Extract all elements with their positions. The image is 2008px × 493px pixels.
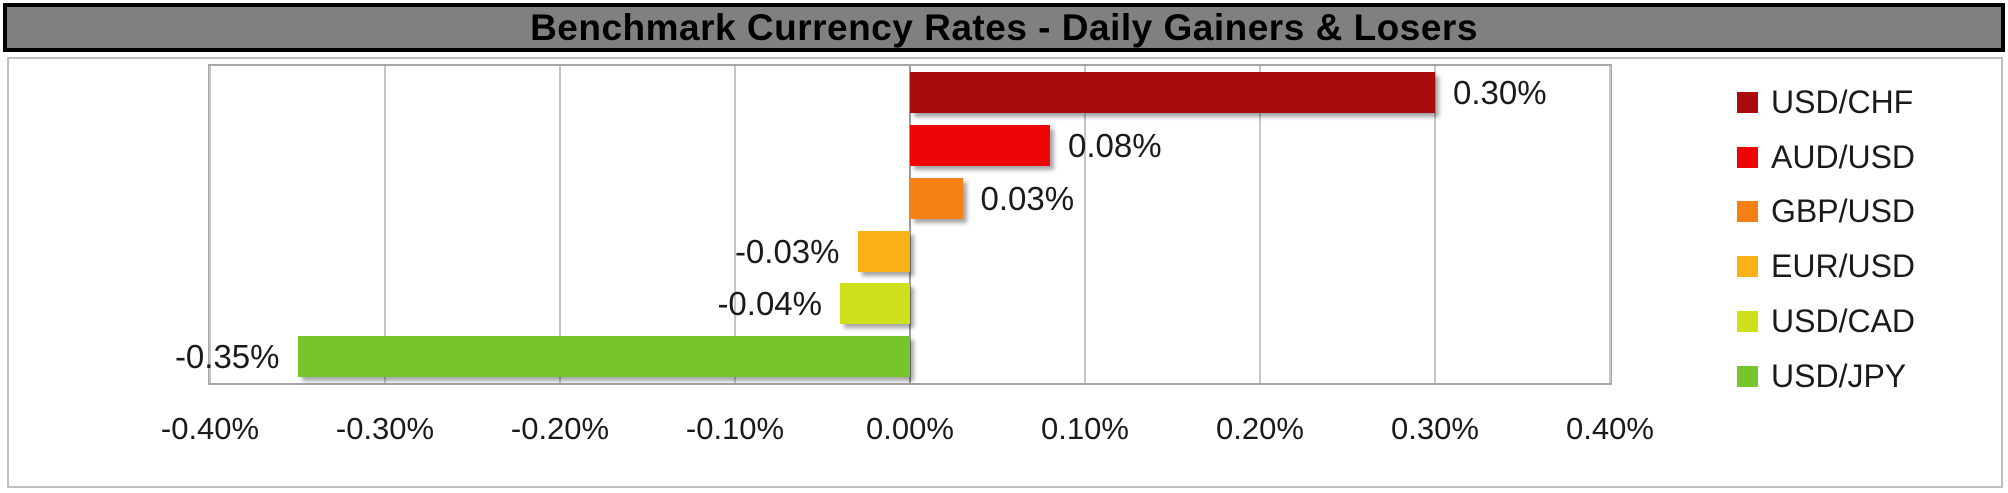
legend-item-eur-usd: EUR/USD xyxy=(1737,239,1915,294)
x-tick-label: -0.20% xyxy=(510,411,610,446)
legend-item-usd-jpy: USD/JPY xyxy=(1737,349,1915,404)
legend-item-usd-chf: USD/CHF xyxy=(1737,75,1915,130)
gridline xyxy=(1259,66,1261,383)
bar-value-label: 0.30% xyxy=(1453,74,1547,111)
bar-value-label: -0.03% xyxy=(734,232,840,270)
bar-usd-jpy xyxy=(297,336,910,378)
legend-label: GBP/USD xyxy=(1771,193,1916,230)
chart-title-bar: Benchmark Currency Rates - Daily Gainers… xyxy=(3,3,2005,52)
gridline xyxy=(1434,66,1436,383)
gridline xyxy=(384,66,386,383)
bar-usd-cad xyxy=(840,283,910,325)
gridline xyxy=(209,66,211,383)
legend-label: USD/CHF xyxy=(1771,83,1914,120)
bar-value-label: 0.08% xyxy=(1068,126,1162,164)
legend-item-usd-cad: USD/CAD xyxy=(1737,294,1915,349)
legend: USD/CHF AUD/USD GBP/USD EUR/USD USD/CAD USD/J… xyxy=(1737,75,1915,404)
bar-aud-usd xyxy=(910,124,1050,166)
legend-item-gbp-usd: GBP/USD xyxy=(1737,185,1915,240)
legend-swatch-icon xyxy=(1737,256,1758,278)
gridline xyxy=(1609,66,1611,383)
x-tick-label: -0.40% xyxy=(160,411,260,446)
bar-usd-chf xyxy=(910,72,1435,113)
legend-label: USD/JPY xyxy=(1771,357,1907,394)
x-tick-label: 0.10% xyxy=(1041,411,1129,446)
gridline xyxy=(559,66,561,383)
x-tick-label: -0.10% xyxy=(685,411,785,446)
plot-area: 0.30% 0.08% 0.03% -0.03% -0.04% -0.35% xyxy=(175,64,1612,385)
legend-swatch-icon xyxy=(1737,365,1758,387)
legend-item-aud-usd: AUD/USD xyxy=(1737,130,1915,185)
x-tick-label: 0.40% xyxy=(1566,411,1654,446)
legend-swatch-icon xyxy=(1737,201,1758,223)
gridline xyxy=(734,66,736,383)
bar-value-label: -0.04% xyxy=(717,285,822,323)
legend-swatch-icon xyxy=(1737,146,1758,168)
x-tick-label: 0.20% xyxy=(1216,411,1304,446)
legend-label: EUR/USD xyxy=(1771,248,1916,285)
legend-label: AUD/USD xyxy=(1771,138,1916,175)
bar-gbp-usd xyxy=(910,177,963,219)
gridline xyxy=(1084,66,1086,383)
legend-label: USD/CAD xyxy=(1771,303,1916,340)
x-tick-label: 0.30% xyxy=(1391,411,1479,446)
chart-title: Benchmark Currency Rates - Daily Gainers… xyxy=(530,7,1478,48)
bar-value-label: -0.35% xyxy=(174,338,280,376)
chart-area: 0.30% 0.08% 0.03% -0.03% -0.04% -0.35% -0.40%… xyxy=(7,57,2003,488)
zero-axis-line xyxy=(909,66,911,383)
bar-value-label: 0.03% xyxy=(980,179,1075,217)
legend-swatch-icon xyxy=(1737,91,1758,113)
x-tick-label: -0.30% xyxy=(335,411,435,446)
legend-swatch-icon xyxy=(1737,311,1758,333)
bar-eur-usd xyxy=(857,230,910,272)
x-tick-label: 0.00% xyxy=(866,411,954,446)
